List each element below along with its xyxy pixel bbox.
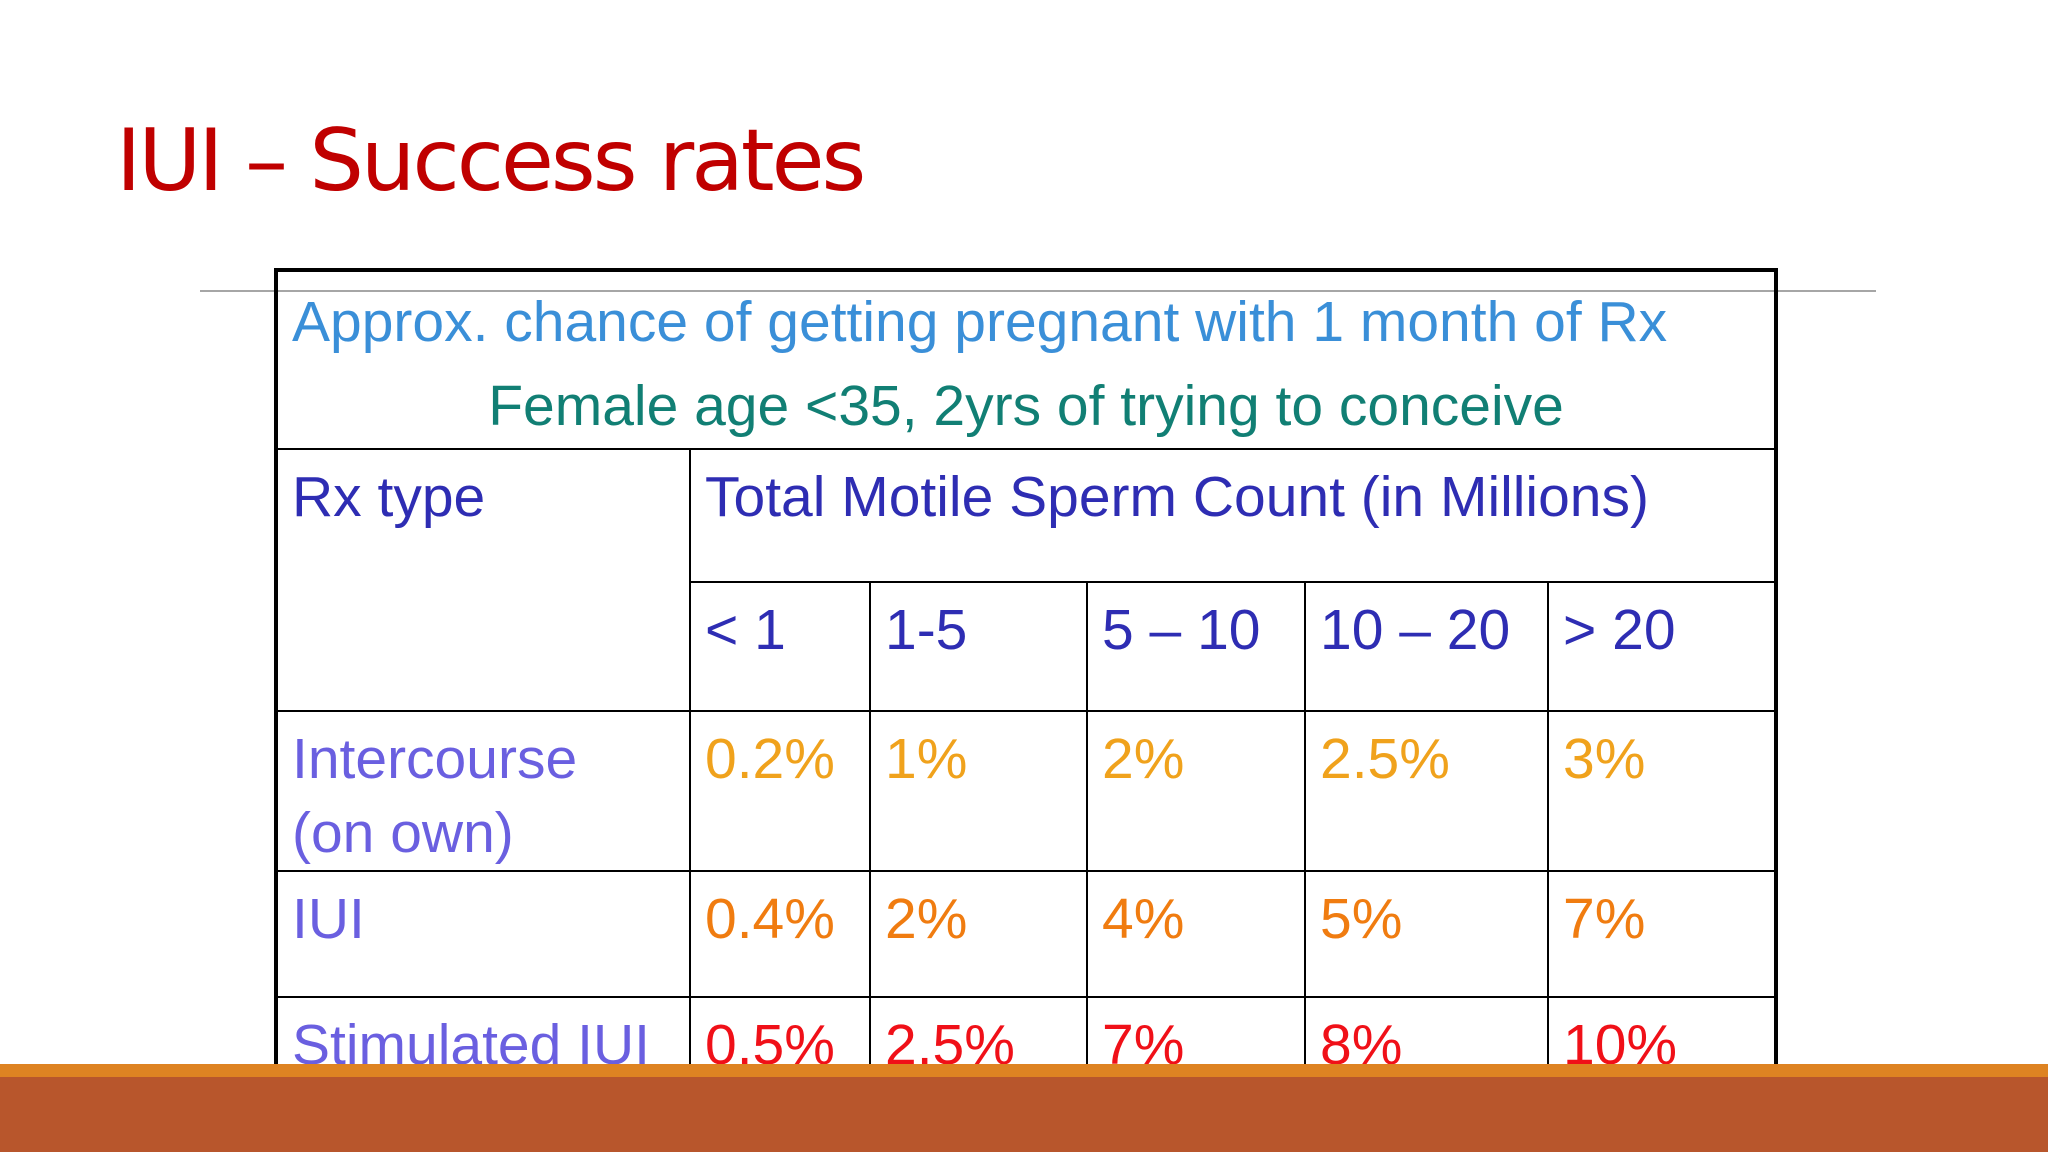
table-row-intercourse: Intercourse (on own) 0.2% 1% 2% 2.5% 3% bbox=[275, 710, 1778, 872]
success-rates-table: Approx. chance of getting pregnant with … bbox=[274, 268, 1779, 1128]
table-caption: Approx. chance of getting pregnant with … bbox=[274, 269, 1778, 450]
caption-line-2: Female age <35, 2yrs of trying to concei… bbox=[488, 374, 1564, 438]
row-label: IUI bbox=[275, 870, 691, 998]
table-caption-row: Approx. chance of getting pregnant with … bbox=[274, 269, 1778, 450]
caption-line-1: Approx. chance of getting pregnant with … bbox=[292, 290, 1668, 354]
table-row-iui: IUI 0.4% 2% 4% 5% 7% bbox=[275, 870, 1778, 998]
value-cell: 0.2% bbox=[689, 710, 871, 872]
range-header: 10 – 20 bbox=[1304, 581, 1549, 712]
slide-title: IUI – Success rates bbox=[116, 111, 866, 211]
value-cell: 0.4% bbox=[689, 870, 871, 998]
value-cell: 2% bbox=[1086, 710, 1306, 872]
range-header: < 1 bbox=[689, 581, 871, 712]
value-cell: 4% bbox=[1086, 870, 1306, 998]
footer-accent-stripe bbox=[0, 1064, 2048, 1077]
header-row-ranges: < 1 1-5 5 – 10 10 – 20 > 20 bbox=[276, 581, 1778, 712]
value-cell: 2% bbox=[869, 870, 1088, 998]
value-cell: 1% bbox=[869, 710, 1088, 872]
range-header: 1-5 bbox=[869, 581, 1088, 712]
value-cell: 7% bbox=[1546, 870, 1778, 998]
header-row-1: Rx type Total Motile Sperm Count (in Mil… bbox=[275, 448, 1778, 712]
value-cell: 3% bbox=[1546, 710, 1778, 872]
value-cell: 2.5% bbox=[1304, 710, 1549, 872]
sperm-count-header: Total Motile Sperm Count (in Millions) bbox=[688, 448, 1778, 583]
range-header: 5 – 10 bbox=[1086, 581, 1306, 712]
row-label: Intercourse (on own) bbox=[275, 710, 691, 872]
rx-type-header: Rx type bbox=[275, 448, 691, 712]
footer-band bbox=[0, 1077, 2048, 1152]
value-cell: 5% bbox=[1304, 870, 1549, 998]
range-header: > 20 bbox=[1546, 581, 1778, 712]
